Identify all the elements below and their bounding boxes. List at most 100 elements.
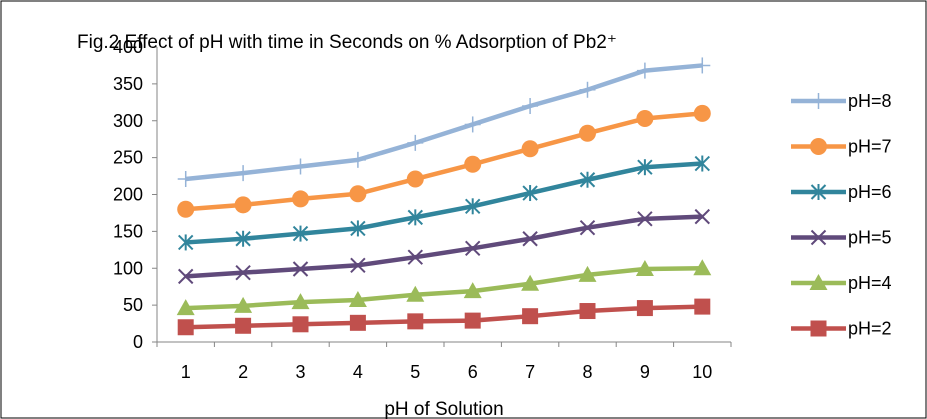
legend-item: pH=2	[791, 319, 892, 339]
x-tick-label: 1	[181, 362, 191, 382]
y-tick-label: 200	[113, 185, 143, 205]
legend-label: pH=7	[848, 137, 892, 157]
legend-label: pH=4	[848, 273, 892, 293]
series-line	[185, 111, 703, 212]
data-point	[464, 155, 482, 173]
y-tick-label: 350	[113, 74, 143, 94]
series-line	[185, 63, 703, 182]
data-point	[292, 225, 309, 242]
legend-label: pH=6	[848, 182, 892, 202]
series-line	[185, 161, 703, 245]
data-point	[177, 171, 194, 188]
data-point	[694, 208, 711, 225]
data-point	[234, 296, 253, 313]
x-tick-label: 8	[582, 362, 592, 382]
data-point	[407, 209, 424, 226]
legend-marker	[810, 320, 827, 337]
data-point	[579, 219, 596, 236]
data-point	[464, 116, 481, 133]
data-point	[578, 265, 597, 282]
legend-marker	[810, 184, 827, 200]
data-point	[636, 110, 654, 128]
series-pH=6	[177, 155, 711, 251]
data-point	[694, 57, 711, 74]
data-point	[694, 155, 711, 172]
data-point	[292, 158, 309, 175]
x-tick-label: 5	[410, 362, 420, 382]
data-point	[521, 140, 539, 158]
series-pH=2	[177, 298, 711, 336]
data-point	[348, 290, 367, 307]
legend-label: pH=5	[848, 228, 892, 248]
series-line	[185, 266, 703, 311]
data-point	[693, 259, 712, 276]
data-point	[407, 313, 424, 330]
data-point	[464, 198, 481, 215]
series-pH=4	[176, 259, 712, 316]
data-point	[176, 299, 195, 316]
y-tick-label: 50	[123, 295, 143, 315]
legend-marker	[809, 274, 828, 290]
y-tick-label: 100	[113, 258, 143, 278]
data-point	[407, 249, 424, 265]
x-tick-label: 7	[525, 362, 535, 382]
data-point	[177, 319, 194, 336]
series-pH=5	[177, 208, 711, 285]
data-point	[406, 285, 425, 302]
series-line	[185, 304, 703, 330]
data-point	[522, 185, 538, 202]
legend-item: pH=8	[791, 91, 892, 111]
data-point	[522, 231, 538, 247]
data-point	[349, 185, 367, 203]
data-point	[637, 159, 653, 176]
data-point	[464, 312, 481, 329]
data-point	[636, 62, 653, 79]
series-line	[185, 214, 703, 279]
data-point	[522, 308, 539, 325]
x-axis-title: pH of Solution	[384, 399, 503, 419]
data-point	[635, 259, 654, 276]
series-pH=8	[177, 57, 711, 188]
data-point	[177, 200, 195, 218]
data-point	[407, 134, 424, 151]
series-pH=7	[177, 104, 711, 218]
legend-item: pH=7	[791, 137, 892, 157]
y-tick-label: 250	[113, 148, 143, 168]
data-point	[177, 268, 194, 285]
data-point	[292, 316, 309, 333]
data-point	[579, 124, 596, 142]
data-point	[693, 104, 711, 122]
data-point	[637, 211, 653, 227]
data-point	[235, 165, 252, 182]
data-point	[235, 264, 251, 281]
legend-item: pH=6	[791, 182, 892, 202]
data-point	[521, 274, 540, 291]
y-tick-label: 150	[113, 221, 143, 241]
y-tick-label: 0	[133, 332, 143, 352]
data-point	[579, 303, 596, 320]
data-point	[177, 234, 194, 251]
axes: 0 50 100 150 200 250 300 350 400 1 2 3 4 5 6 7 8 9 10	[113, 37, 732, 382]
data-point	[349, 314, 366, 331]
legend-label: pH=2	[848, 319, 892, 339]
data-point	[406, 170, 424, 188]
data-point	[694, 298, 711, 315]
data-point	[636, 300, 653, 317]
data-point	[349, 151, 366, 168]
data-point	[235, 317, 252, 334]
data-point	[235, 230, 251, 247]
x-tick-label: 9	[640, 362, 650, 382]
y-tick-label: 400	[113, 37, 143, 57]
data-point	[522, 98, 539, 114]
data-point	[463, 282, 482, 299]
legend-label: pH=8	[848, 91, 892, 111]
x-tick-label: 10	[692, 362, 712, 382]
chart-title: Fig.2 Effect of pH with time in Seconds …	[77, 32, 617, 53]
data-point	[292, 190, 309, 208]
data-point	[579, 171, 596, 188]
legend-marker	[810, 229, 827, 246]
data-point	[579, 81, 596, 98]
legend-item: pH=4	[791, 273, 892, 293]
